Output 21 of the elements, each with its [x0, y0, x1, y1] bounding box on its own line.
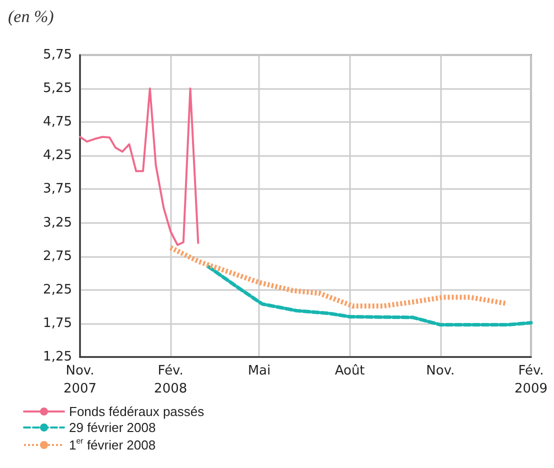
y-tick-label: 4,75 — [43, 114, 72, 130]
x-tick-label: Août — [334, 364, 365, 378]
y-tick-label: 1,75 — [43, 316, 72, 331]
y-tick-label: 1,25 — [43, 350, 72, 364]
x-tick-label: Nov. 2007 — [63, 364, 97, 396]
x-tick-label: Fév. 2009 — [514, 364, 548, 396]
legend-label: Fonds fédéraux passés — [69, 404, 205, 419]
y-tick-label: 2,25 — [43, 282, 72, 298]
y-axis-title: (en %) — [8, 7, 54, 26]
line-series — [79, 88, 200, 246]
x-tick-label: Fév. 2008 — [154, 364, 188, 396]
y-tick-label: 5,25 — [43, 81, 72, 96]
line-series — [206, 264, 533, 327]
x-tick-label: Nov. — [426, 364, 455, 378]
y-tick-label: 2,75 — [43, 248, 72, 264]
y-tick-label: 3,25 — [43, 215, 72, 230]
y-tick-label: 5,75 — [43, 48, 72, 62]
x-tick-label: Mai — [248, 364, 271, 378]
legend-label: 29 février 2008 — [69, 420, 156, 435]
y-tick-label: 3,75 — [43, 182, 72, 197]
y-tick-label: 4,25 — [43, 148, 72, 164]
